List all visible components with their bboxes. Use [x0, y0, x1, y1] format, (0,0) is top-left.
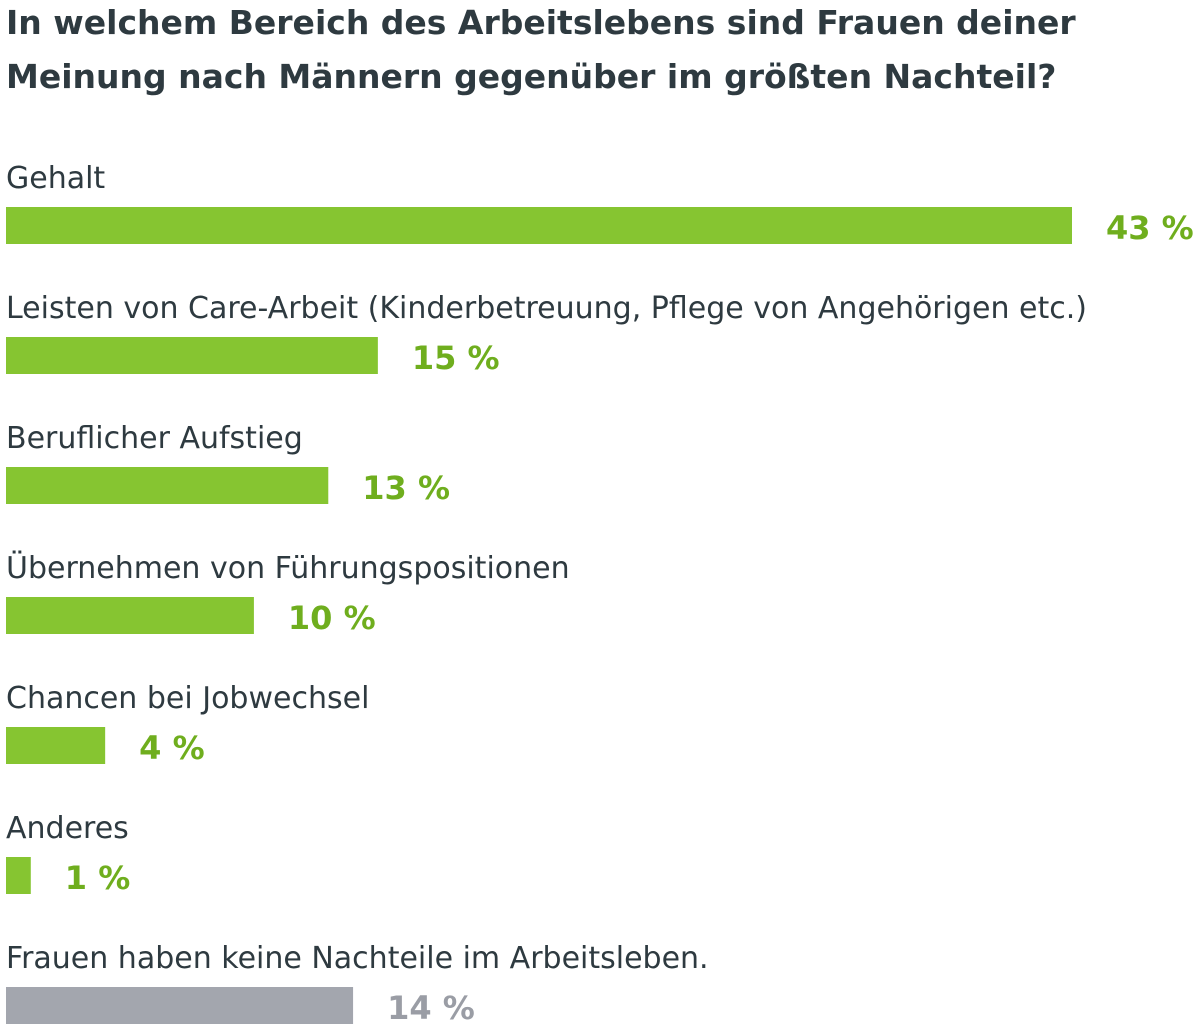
category-label: Gehalt [6, 161, 105, 196]
value-label: 43 % [1106, 209, 1194, 247]
category-label: Beruflicher Aufstieg [6, 421, 303, 456]
bar [6, 727, 106, 764]
category-label: Chancen bei Jobwechsel [6, 681, 369, 716]
value-label: 14 % [387, 989, 475, 1027]
category-label: Frauen haben keine Nachteile im Arbeitsl… [6, 941, 709, 976]
value-label: 4 % [139, 729, 204, 767]
value-label: 13 % [362, 469, 450, 507]
bar [6, 207, 1072, 244]
bar-group: Gehalt 43 % Leisten von Care-Arbeit (Kinde… [6, 161, 1194, 1027]
chart-title-line-1: In welchem Bereich des Arbeitslebens sin… [6, 3, 1076, 42]
bar [6, 987, 354, 1024]
bar [6, 467, 329, 504]
category-label: Übernehmen von Führungspositionen [6, 550, 570, 586]
category-label: Anderes [6, 811, 129, 846]
value-label: 15 % [412, 339, 500, 377]
category-label: Leisten von Care-Arbeit (Kinderbetreuung… [6, 291, 1087, 326]
bar [6, 597, 254, 634]
bar [6, 337, 378, 374]
bar [6, 857, 31, 894]
value-label: 1 % [65, 859, 130, 897]
value-label: 10 % [288, 599, 376, 637]
chart-title-line-2: Meinung nach Männern gegenüber im größte… [6, 57, 1056, 96]
